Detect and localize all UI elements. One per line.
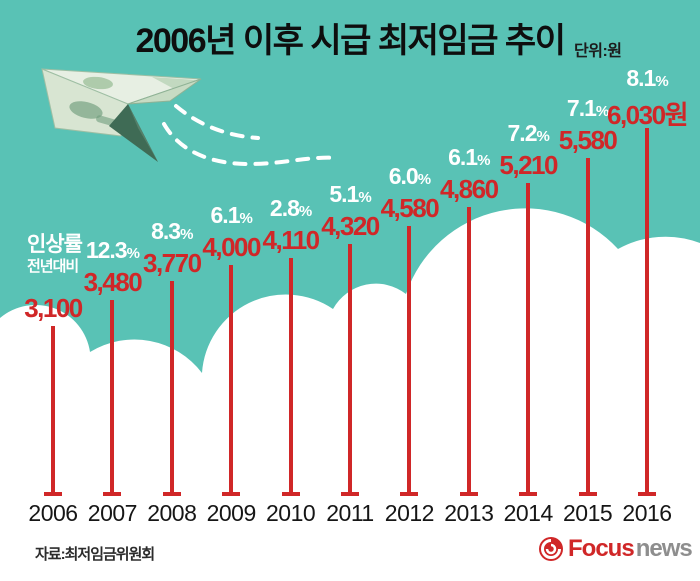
- percent-sign: %: [358, 189, 371, 206]
- increase-rate-label: 12.3%: [85, 237, 140, 263]
- wage-stem: [51, 326, 55, 494]
- stem-cap: [222, 492, 241, 496]
- wage-stem: [348, 244, 352, 494]
- wage-stem: [407, 226, 412, 494]
- year-label: 2006: [28, 500, 78, 526]
- increase-rate-label: 5.1%: [329, 181, 371, 207]
- stem-cap: [341, 492, 359, 496]
- stem-cap: [44, 492, 62, 496]
- year-label: 2008: [147, 500, 197, 526]
- increase-rate-label: 8.1%: [626, 65, 668, 91]
- wage-value-label: 3,100: [24, 293, 83, 323]
- year-label: 2007: [87, 500, 138, 526]
- wage-stem: [645, 128, 649, 494]
- percent-sign: %: [239, 210, 253, 227]
- year-label: 2011: [326, 500, 374, 526]
- percent-sign: %: [298, 203, 312, 220]
- rate-legend: 인상률 전년대비: [27, 233, 83, 276]
- percent-sign: %: [655, 73, 668, 90]
- increase-rate-label: 6.1%: [210, 202, 253, 228]
- wage-value-label: 4,110: [262, 225, 321, 255]
- wage-value-label: 4,860: [440, 174, 499, 204]
- stem-cap: [281, 492, 300, 496]
- year-label: 2016: [622, 500, 672, 526]
- paper-plane-icon: [41, 68, 202, 162]
- stem-cap: [519, 492, 538, 496]
- stem-cap: [103, 492, 122, 496]
- percent-sign: %: [595, 103, 609, 120]
- year-label: 2015: [563, 500, 613, 526]
- year-label: 2012: [384, 500, 435, 526]
- increase-rate-label: 6.1%: [448, 144, 490, 170]
- wage-stem: [229, 265, 234, 494]
- increase-rate-label: 8.3%: [151, 218, 193, 244]
- year-label: 2009: [206, 500, 257, 526]
- wage-stem: [466, 207, 471, 494]
- wage-value-label: 4,000: [202, 232, 261, 262]
- wage-value-label: 3,770: [143, 248, 202, 278]
- year-label: 2014: [503, 500, 554, 526]
- wage-stem: [288, 258, 293, 494]
- rate-legend-title: 인상률: [27, 233, 83, 256]
- unit-label: 단위:원: [574, 43, 622, 60]
- wage-value-label: 6,030원: [607, 100, 688, 130]
- stem-cap: [400, 492, 419, 496]
- wage-value-label: 3,480: [83, 267, 143, 297]
- logo-suffix-text: news: [635, 535, 693, 562]
- percent-sign: %: [417, 171, 431, 188]
- stem-cap: [638, 492, 656, 496]
- stem-cap: [459, 492, 478, 496]
- focus-news-icon: [539, 537, 563, 561]
- wage-value-label: 4,580: [380, 193, 440, 223]
- year-label: 2010: [266, 500, 316, 526]
- source-label: 자료:최저임금위원회: [35, 546, 155, 563]
- wage-stem: [526, 183, 531, 494]
- logo-brand-text: Focus: [568, 535, 635, 562]
- flight-trail-dashes: [162, 104, 340, 167]
- stem-cap: [162, 492, 181, 496]
- rate-legend-subtitle: 전년대비: [27, 258, 79, 276]
- wage-value-label: 5,580: [558, 125, 618, 155]
- focus-news-logo: Focus news: [538, 535, 693, 563]
- wage-stem: [585, 158, 590, 494]
- chart-title: 2006년 이후 시급 최저임금 추이: [135, 22, 566, 60]
- wage-stem: [169, 281, 174, 494]
- year-label: 2013: [444, 500, 494, 526]
- wage-stem: [110, 300, 115, 494]
- increase-rate-label: 7.1%: [566, 95, 609, 121]
- increase-rate-label: 6.0%: [388, 163, 431, 189]
- wage-value-label: 4,320: [321, 211, 380, 241]
- increase-rate-label: 7.2%: [507, 120, 550, 146]
- percent-sign: %: [536, 128, 550, 145]
- stem-cap: [578, 492, 597, 496]
- percent-sign: %: [180, 226, 193, 243]
- percent-sign: %: [126, 245, 140, 262]
- percent-sign: %: [477, 152, 490, 169]
- wage-value-label: 5,210: [499, 150, 558, 180]
- increase-rate-label: 2.8%: [269, 195, 312, 221]
